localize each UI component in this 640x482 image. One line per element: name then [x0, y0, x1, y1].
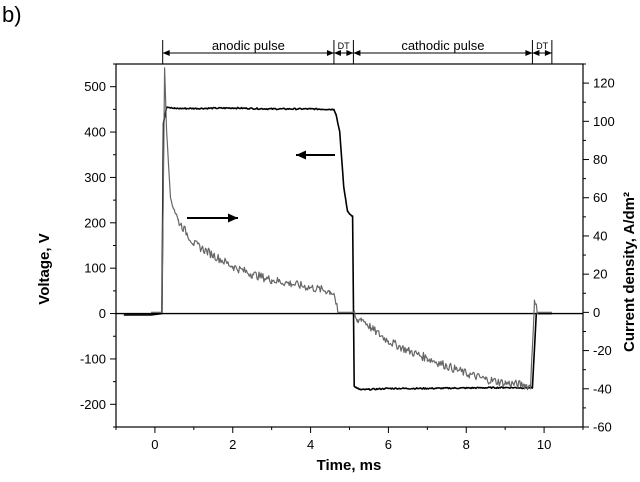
x-tick-label: 10: [537, 437, 551, 452]
left-tick-label: -200: [80, 397, 106, 412]
right-tick-label: 40: [593, 228, 607, 243]
plot-frame: [115, 63, 584, 428]
x-axis-title: Time, ms: [317, 457, 382, 474]
left-tick-label: 500: [84, 79, 106, 94]
phase-arrow-left: [162, 50, 170, 56]
left-tick-label: -100: [80, 351, 106, 366]
phase-label: DT: [536, 41, 548, 51]
left-axis-title: Voltage, V: [36, 233, 53, 304]
right-tick-label: 100: [593, 114, 615, 129]
phase-label: anodic pulse: [212, 38, 285, 53]
phase-arrow-right: [326, 50, 334, 56]
phase-arrow-right: [346, 50, 354, 56]
right-tick-label: 120: [593, 76, 615, 91]
right-tick-label: 60: [593, 190, 607, 205]
right-tick-label: -60: [593, 420, 612, 435]
left-tick-label: 100: [84, 261, 106, 276]
x-tick-label: 0: [151, 437, 158, 452]
x-tick-label: 4: [307, 437, 314, 452]
left-tick-label: 300: [84, 170, 106, 185]
right-tick-label: 80: [593, 152, 607, 167]
right-tick-label: 20: [593, 267, 607, 282]
right-tick-label: -40: [593, 381, 612, 396]
right-tick-label: 0: [593, 305, 600, 320]
x-tick-label: 6: [385, 437, 392, 452]
left-tick-label: 400: [84, 125, 106, 140]
plot-area: 0 2 4 6 8 10-200-1000100200300400500-60-40-20…: [80, 38, 615, 452]
phase-arrow-left: [532, 50, 540, 56]
x-tick-label: 8: [463, 437, 470, 452]
phase-arrow-left: [333, 50, 341, 56]
phase-label: cathodic pulse: [401, 38, 484, 53]
right-axis-title: Current density, A/dm²: [621, 192, 638, 352]
phase-arrow-right: [525, 50, 533, 56]
right-tick-label: -20: [593, 343, 612, 358]
current-axis-arrow-head: [228, 213, 238, 223]
voltage-series-line: [123, 106, 552, 391]
phase-label: DT: [338, 41, 350, 51]
panel-label: b): [2, 2, 22, 27]
phase-arrow-left: [353, 50, 361, 56]
phase-arrow-right: [544, 50, 552, 56]
voltage-axis-arrow-head: [296, 150, 306, 160]
x-tick-label: 2: [229, 437, 236, 452]
current-density-series-line: [151, 67, 552, 391]
left-tick-label: 0: [99, 306, 106, 321]
left-tick-label: 200: [84, 215, 106, 230]
